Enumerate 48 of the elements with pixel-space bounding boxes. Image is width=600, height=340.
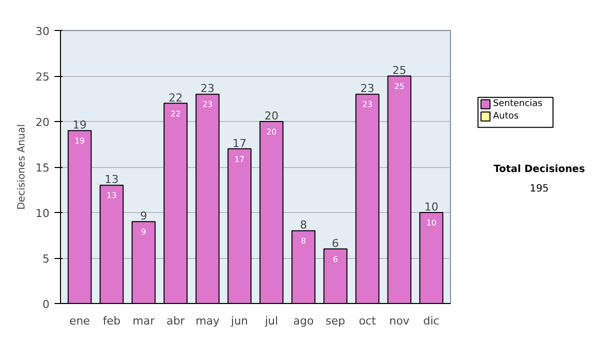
total-label: 10 bbox=[424, 200, 438, 214]
y-tick-label: 5 bbox=[42, 252, 50, 266]
total-label: 19 bbox=[72, 118, 87, 132]
x-tick-label: ago bbox=[293, 314, 314, 328]
data-label: 10 bbox=[426, 218, 436, 228]
total-label: 23 bbox=[200, 82, 215, 96]
data-label: 6 bbox=[332, 254, 338, 264]
data-label: 17 bbox=[234, 154, 245, 164]
total-label: 25 bbox=[392, 64, 406, 77]
x-tick-label: jun bbox=[230, 314, 248, 328]
data-label: 25 bbox=[394, 82, 404, 91]
data-label: 22 bbox=[170, 109, 181, 118]
data-label: 19 bbox=[74, 136, 85, 146]
y-tick-label: 0 bbox=[42, 298, 50, 311]
x-tick-label: feb bbox=[102, 314, 120, 328]
y-axis-title: Decisiones Anual bbox=[16, 124, 28, 210]
y-tick-label: 15 bbox=[36, 162, 50, 174]
text: 195 bbox=[530, 183, 549, 194]
data-label: 23 bbox=[362, 100, 372, 110]
x-tick-label: abr bbox=[166, 314, 186, 328]
x-tick-label: dic bbox=[423, 314, 440, 328]
x-tick-label: sep bbox=[326, 314, 346, 328]
y-tick-label: 30 bbox=[36, 25, 50, 38]
data-label: 8 bbox=[300, 236, 306, 246]
x-tick-label: nov bbox=[389, 314, 410, 328]
x-tick-label: may bbox=[196, 314, 220, 328]
total-label: 17 bbox=[232, 136, 247, 150]
data-label: 23 bbox=[202, 100, 213, 110]
total-label: 23 bbox=[360, 82, 374, 96]
data-label: 9 bbox=[141, 228, 146, 237]
total-label: 8 bbox=[300, 218, 307, 232]
text: Total Decisiones bbox=[494, 164, 585, 176]
total-label: 6 bbox=[332, 236, 339, 250]
total-label: 13 bbox=[104, 173, 119, 186]
total-label: 22 bbox=[168, 91, 183, 104]
x-tick-label: mar bbox=[132, 314, 156, 328]
data-label: 20 bbox=[266, 128, 277, 136]
y-tick-label: 10 bbox=[36, 207, 50, 220]
y-tick-label: 25 bbox=[36, 70, 50, 84]
y-tick-label: 20 bbox=[36, 116, 50, 129]
legend-label: Autos bbox=[493, 111, 519, 122]
data-label: 13 bbox=[106, 191, 117, 200]
legend-label: Sentencias bbox=[493, 99, 543, 110]
total-label: 9 bbox=[140, 210, 148, 223]
total-label: 20 bbox=[264, 110, 278, 122]
x-tick-label: oct bbox=[358, 314, 377, 328]
x-tick-label: jul bbox=[264, 314, 278, 328]
x-tick-label: ene bbox=[69, 314, 90, 328]
